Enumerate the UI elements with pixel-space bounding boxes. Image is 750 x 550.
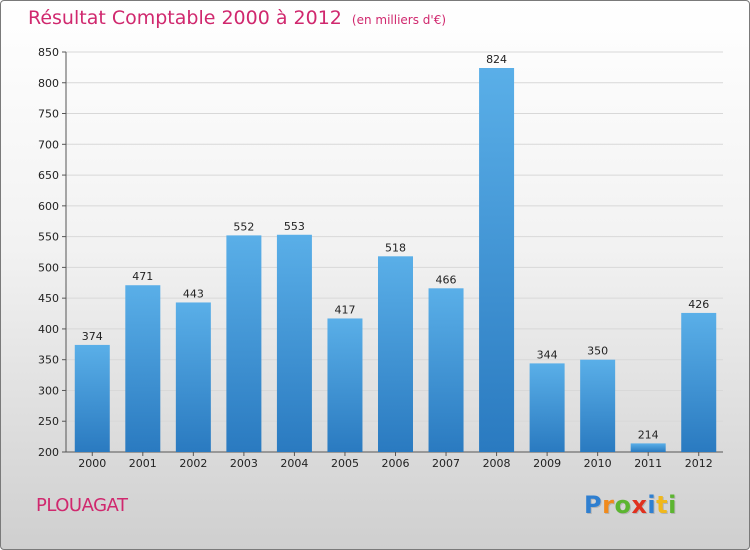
- brand-letter: r: [602, 491, 615, 519]
- bar-value-label: 344: [537, 348, 558, 361]
- x-tick-label: 2012: [685, 457, 713, 470]
- y-tick-label: 650: [38, 169, 59, 182]
- bar-value-label: 350: [587, 345, 608, 358]
- x-tick-label: 2007: [432, 457, 460, 470]
- y-tick-label: 800: [38, 77, 59, 90]
- bar: [681, 312, 717, 452]
- y-tick-label: 400: [38, 323, 59, 336]
- bar-value-label: 466: [436, 273, 457, 286]
- brand-letter: t: [656, 491, 669, 519]
- x-tick-label: 2000: [78, 457, 106, 470]
- bar-value-label: 518: [385, 241, 406, 254]
- x-tick-label: 2002: [179, 457, 207, 470]
- brand-letter: i: [647, 491, 657, 519]
- bar: [479, 68, 515, 452]
- bar: [226, 235, 262, 452]
- brand-letter: x: [631, 491, 648, 519]
- bar: [378, 256, 413, 452]
- bar: [580, 359, 616, 452]
- x-tick-label: 2008: [483, 457, 511, 470]
- bars: [74, 68, 717, 452]
- chart-title: Résultat Comptable 2000 à 2012: [28, 7, 342, 29]
- y-tick-label: 300: [38, 384, 59, 397]
- brand-letter: o: [614, 491, 632, 519]
- commune-name: PLOUAGAT: [36, 495, 128, 516]
- y-tick-label: 200: [38, 446, 59, 459]
- y-tick-label: 850: [38, 46, 59, 59]
- y-tick-label: 750: [38, 108, 59, 121]
- y-tick-label: 700: [38, 138, 59, 151]
- bar: [175, 302, 211, 452]
- bar-value-label: 553: [284, 220, 305, 233]
- bar-value-label: 214: [638, 428, 659, 441]
- brand-logo: Proxiti: [584, 491, 677, 519]
- bar: [529, 363, 565, 452]
- bar: [125, 285, 161, 452]
- x-tick-label: 2003: [230, 457, 258, 470]
- x-tick-label: 2009: [533, 457, 561, 470]
- x-tick-label: 2001: [129, 457, 157, 470]
- bar: [630, 443, 666, 452]
- x-tick-label: 2011: [634, 457, 662, 470]
- title-row: Résultat Comptable 2000 à 2012 (en millie…: [28, 7, 446, 29]
- bar: [74, 344, 110, 452]
- chart-subtitle: (en milliers d'€): [351, 13, 447, 27]
- x-tick-label: 2010: [584, 457, 612, 470]
- bar-value-label: 443: [183, 287, 204, 300]
- x-tick-label: 2004: [280, 457, 308, 470]
- x-tick-label: 2005: [331, 457, 359, 470]
- y-tick-label: 600: [38, 200, 59, 213]
- bar: [428, 288, 464, 452]
- labels: 200 250 300 350 400 450 500 550 600 650 700 750 800 8…: [38, 46, 713, 470]
- y-tick-label: 450: [38, 292, 59, 305]
- y-tick-label: 250: [38, 415, 59, 428]
- bar-value-label: 374: [82, 330, 103, 343]
- y-tick-label: 500: [38, 261, 59, 274]
- bar-value-label: 552: [233, 220, 254, 233]
- bar: [327, 318, 363, 452]
- bar-value-label: 426: [688, 298, 709, 311]
- y-tick-label: 350: [38, 354, 59, 367]
- brand-letter: P: [584, 491, 603, 519]
- y-tick-label: 550: [38, 231, 59, 244]
- x-tick-label: 2006: [382, 457, 410, 470]
- brand-letter: i: [668, 491, 677, 519]
- bar: [276, 234, 312, 452]
- bar-value-label: 471: [132, 270, 153, 283]
- bar-value-label: 417: [334, 303, 355, 316]
- bar-value-label: 824: [486, 53, 507, 66]
